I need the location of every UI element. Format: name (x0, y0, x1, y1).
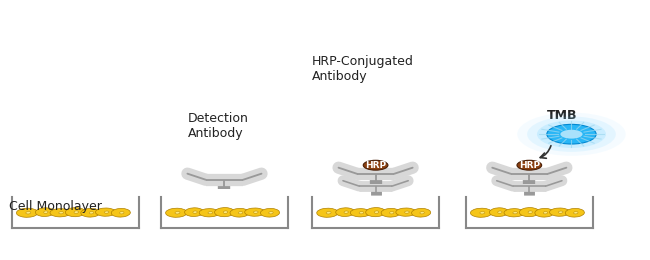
Ellipse shape (396, 208, 416, 216)
Ellipse shape (523, 163, 530, 165)
Ellipse shape (344, 211, 348, 213)
Ellipse shape (420, 212, 424, 214)
Ellipse shape (498, 211, 502, 213)
Ellipse shape (230, 209, 250, 217)
Ellipse shape (369, 163, 376, 165)
Ellipse shape (517, 160, 541, 170)
Ellipse shape (504, 209, 525, 217)
Ellipse shape (317, 208, 339, 217)
Ellipse shape (411, 209, 431, 217)
Ellipse shape (543, 212, 548, 214)
Ellipse shape (326, 212, 331, 214)
Ellipse shape (537, 120, 606, 148)
Ellipse shape (389, 212, 394, 214)
Ellipse shape (359, 212, 364, 214)
Ellipse shape (223, 211, 227, 213)
Ellipse shape (471, 208, 492, 217)
Text: HRP-Conjugated
Antibody: HRP-Conjugated Antibody (312, 55, 413, 83)
Ellipse shape (558, 211, 563, 213)
Ellipse shape (199, 209, 220, 217)
Ellipse shape (16, 208, 38, 217)
Ellipse shape (366, 207, 385, 217)
Ellipse shape (58, 212, 64, 214)
Ellipse shape (193, 211, 197, 213)
Ellipse shape (254, 211, 258, 213)
Ellipse shape (66, 207, 85, 217)
Ellipse shape (44, 211, 48, 213)
Ellipse shape (549, 208, 570, 216)
Text: HRP: HRP (365, 161, 386, 170)
Ellipse shape (175, 212, 180, 214)
Ellipse shape (166, 208, 187, 217)
Ellipse shape (381, 209, 400, 217)
Text: HRP: HRP (519, 161, 540, 170)
Ellipse shape (405, 211, 410, 213)
Ellipse shape (120, 212, 124, 214)
Ellipse shape (239, 212, 243, 214)
Ellipse shape (527, 116, 616, 152)
Ellipse shape (335, 208, 355, 217)
Ellipse shape (535, 209, 554, 217)
Ellipse shape (566, 209, 584, 217)
Ellipse shape (513, 212, 517, 214)
Ellipse shape (560, 130, 582, 139)
Ellipse shape (81, 209, 100, 217)
Ellipse shape (547, 124, 596, 144)
Ellipse shape (50, 209, 70, 217)
Ellipse shape (111, 209, 131, 217)
Ellipse shape (350, 209, 370, 217)
Ellipse shape (519, 207, 540, 217)
Ellipse shape (374, 211, 379, 213)
Ellipse shape (74, 211, 79, 213)
Ellipse shape (480, 212, 485, 214)
Text: Cell Monolayer: Cell Monolayer (9, 200, 101, 213)
Ellipse shape (35, 208, 55, 217)
Ellipse shape (89, 212, 94, 214)
Text: Detection
Antibody: Detection Antibody (188, 112, 248, 140)
Ellipse shape (261, 209, 280, 217)
Ellipse shape (528, 211, 532, 213)
Ellipse shape (517, 113, 626, 156)
Ellipse shape (105, 211, 109, 213)
Ellipse shape (489, 208, 508, 217)
Ellipse shape (244, 208, 265, 216)
Text: TMB: TMB (547, 109, 577, 122)
Ellipse shape (268, 212, 273, 214)
Ellipse shape (573, 212, 578, 214)
Ellipse shape (363, 160, 388, 170)
Ellipse shape (208, 212, 213, 214)
Ellipse shape (96, 208, 116, 216)
Ellipse shape (185, 208, 203, 217)
Ellipse shape (26, 212, 31, 214)
Ellipse shape (214, 207, 235, 217)
